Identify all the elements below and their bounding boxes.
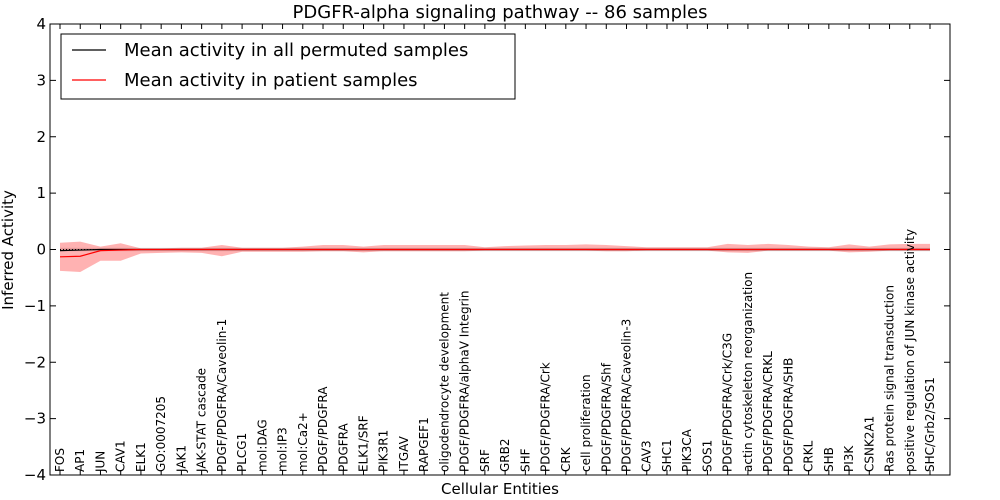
x-tick-label: JAK1: [174, 445, 188, 473]
x-tick-label: actin cytoskeleton reorganization: [741, 272, 755, 472]
x-tick-label: ELK1/SRF: [356, 415, 370, 472]
x-tick-label: mol:IP3: [276, 427, 290, 472]
y-tick-label: −3: [24, 410, 46, 428]
x-tick-label: PDGF/PDGFRA/Caveolin-1: [215, 319, 229, 472]
y-tick-label: −4: [24, 466, 46, 484]
x-tick-label: PDGF/PDGFRA/Caveolin-3: [620, 319, 634, 472]
x-tick-label: mol:Ca2+: [296, 412, 310, 472]
y-tick-label: −2: [24, 353, 46, 371]
x-tick-label: PDGF/PDGFRA: [316, 386, 330, 472]
x-tick-label: RAPGEF1: [417, 417, 431, 472]
y-tick-label: 1: [36, 184, 46, 202]
x-tick-label: PDGF/PDGFRA/alphaV Integrin: [458, 290, 472, 472]
legend-entry-label: Mean activity in patient samples: [124, 70, 418, 91]
x-tick-label: GRB2: [498, 438, 512, 472]
x-tick-label: FOS: [53, 448, 67, 472]
x-tick-label: PIK3R1: [377, 430, 391, 472]
y-tick-label: −1: [24, 297, 46, 315]
chart-title: PDGFR-alpha signaling pathway -- 86 samp…: [293, 2, 708, 23]
y-axis-label: Inferred Activity: [0, 190, 17, 310]
x-tick-label: CAV3: [640, 440, 654, 472]
x-tick-label: ELK1: [134, 442, 148, 472]
y-tick-label: 4: [36, 15, 46, 33]
x-tick-label: ITGAV: [397, 435, 411, 472]
x-tick-label: PI3K: [842, 445, 856, 472]
x-tick-label: PIK3CA: [680, 428, 694, 472]
patient-samples-band: [60, 241, 930, 273]
x-tick-label: JUN: [93, 451, 107, 473]
y-tick-label: 0: [36, 241, 46, 259]
x-tick-label: PDGF/PDGFRA/CRKL: [761, 351, 775, 472]
legend-entry-label: Mean activity in all permuted samples: [124, 40, 468, 61]
x-tick-label: SHF: [518, 448, 532, 472]
x-tick-label: AP1: [73, 449, 87, 472]
x-tick-label: positive regulation of JUN kinase activi…: [903, 229, 917, 472]
x-tick-label: PDGF/PDGFRA/Shf: [599, 362, 613, 472]
x-tick-label: PDGF/PDGFRA/Crk: [539, 362, 553, 472]
x-tick-label: CAV1: [114, 440, 128, 472]
legend-box: [60, 33, 516, 100]
x-tick-label: SHC/Grb2/SOS1: [923, 377, 937, 472]
x-tick-label: SHC1: [660, 439, 674, 472]
x-tick-label: PDGF/PDGFRA/SHB: [781, 358, 795, 472]
series-line-patient: [59, 248, 930, 258]
x-tick-label: PDGF/PDGFRA/Crk/C3G: [721, 333, 735, 472]
x-tick-label: Ras protein signal transduction: [883, 285, 897, 472]
x-tick-label: oligodendrocyte development: [437, 292, 451, 472]
x-tick-label: cell proliferation: [579, 374, 593, 472]
x-tick-label: CSNK2A1: [862, 416, 876, 472]
x-tick-label: SRF: [478, 449, 492, 472]
y-tick-label: 3: [36, 71, 46, 89]
x-tick-label: CRK: [559, 446, 573, 472]
x-tick-label: SHB: [822, 447, 836, 472]
x-tick-label: JAK-STAT cascade: [195, 368, 209, 473]
x-axis-label: Cellular Entities: [441, 480, 559, 498]
y-tick-label: 2: [36, 128, 46, 146]
x-tick-label: PLCG1: [235, 433, 249, 472]
x-tick-label: SOS1: [700, 440, 714, 472]
x-tick-label: GO:0007205: [154, 396, 168, 472]
x-tick-label: CRKL: [802, 440, 816, 472]
legend: Mean activity in all permuted samples Mea…: [60, 33, 516, 100]
x-tick-label: PDGFRA: [336, 422, 350, 472]
x-tick-label: mol:DAG: [255, 419, 269, 472]
